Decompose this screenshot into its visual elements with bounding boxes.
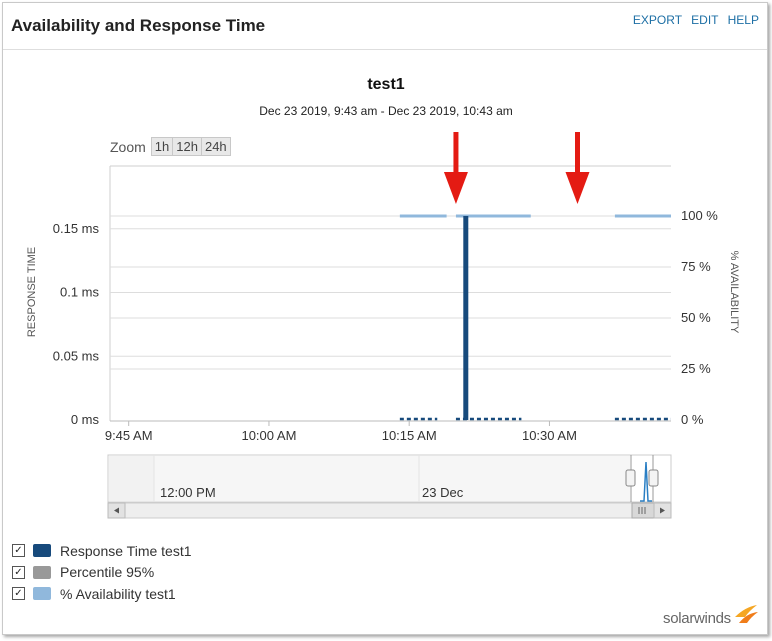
- navigator-label: 12:00 PM: [160, 485, 216, 500]
- zoom-24h-button[interactable]: 24h: [200, 137, 231, 156]
- y-right-tick-label: 50 %: [681, 310, 711, 325]
- export-link[interactable]: EXPORT: [632, 13, 682, 27]
- response-time-spike: [463, 216, 469, 420]
- solarwinds-flame-icon: [735, 605, 758, 623]
- navigator-handle-left[interactable]: [625, 469, 636, 487]
- y-left-tick-label: 0.1 ms: [60, 285, 100, 300]
- arrow-shaft: [575, 132, 580, 174]
- edit-link[interactable]: EDIT: [691, 13, 719, 27]
- legend-item-percentile[interactable]: ✓ Percentile 95%: [12, 562, 192, 584]
- y-left-tick-label: 0.15 ms: [53, 221, 100, 236]
- legend-swatch: [33, 544, 51, 558]
- zoom-control: Zoom 1h 12h 24h: [110, 137, 231, 156]
- y-left-tick-label: 0.05 ms: [53, 348, 100, 363]
- navigator-shade-left: [109, 456, 154, 501]
- legend-item-availability[interactable]: ✓ % Availability test1: [12, 583, 192, 605]
- solarwinds-logo: solarwinds: [663, 610, 731, 627]
- zoom-1h-button[interactable]: 1h: [150, 137, 174, 156]
- arrow-down-icon: [565, 172, 590, 204]
- panel-title: Availability and Response Time: [11, 16, 266, 35]
- legend-label: Response Time test1: [60, 542, 192, 559]
- scrollbar-thumb[interactable]: [631, 502, 655, 519]
- checkbox-icon[interactable]: ✓: [12, 565, 25, 579]
- checkbox-icon[interactable]: ✓: [12, 544, 25, 558]
- navigator-label: 23 Dec: [422, 485, 464, 500]
- arrow-left-icon: [114, 507, 119, 514]
- x-tick-label: 10:30 AM: [522, 428, 577, 443]
- zoom-label: Zoom: [110, 138, 146, 155]
- x-tick-label: 10:00 AM: [241, 428, 296, 443]
- y-left-tick-label: 0 ms: [71, 412, 100, 427]
- y-right-tick-label: 100 %: [681, 208, 718, 223]
- x-tick-label: 10:15 AM: [382, 428, 437, 443]
- checkbox-icon[interactable]: ✓: [12, 587, 25, 601]
- chart-title: test1: [367, 76, 405, 93]
- panel-links: EXPORT EDIT HELP: [627, 13, 759, 27]
- chart-subtitle: Dec 23 2019, 9:43 am - Dec 23 2019, 10:4…: [259, 104, 513, 118]
- x-tick-label: 9:45 AM: [105, 428, 153, 443]
- y-axis-left-label: RESPONSE TIME: [26, 246, 38, 338]
- legend-label: % Availability test1: [60, 585, 176, 602]
- y-axis-right-label: % AVAILABILITY: [728, 250, 740, 334]
- navigator-shade: [154, 456, 630, 501]
- legend-label: Percentile 95%: [60, 564, 155, 581]
- arrow-right-icon: [660, 507, 665, 514]
- help-link[interactable]: HELP: [727, 13, 759, 27]
- arrow-shaft: [453, 132, 459, 174]
- legend-swatch: [33, 565, 51, 579]
- panel-header: Availability and Response Time EXPORT ED…: [3, 3, 767, 50]
- legend-item-response-time[interactable]: ✓ Response Time test1: [12, 540, 192, 562]
- legend: ✓ Response Time test1 ✓ Percentile 95% ✓…: [12, 540, 192, 605]
- y-right-tick-label: 75 %: [681, 259, 711, 274]
- y-right-tick-label: 25 %: [681, 361, 711, 376]
- scrollbar-track[interactable]: [107, 502, 672, 519]
- navigator-handle-right[interactable]: [648, 469, 659, 487]
- y-right-tick-label: 0 %: [681, 412, 704, 427]
- navigator-series: [640, 461, 652, 502]
- legend-swatch: [33, 587, 51, 601]
- arrow-down-icon: [443, 172, 468, 204]
